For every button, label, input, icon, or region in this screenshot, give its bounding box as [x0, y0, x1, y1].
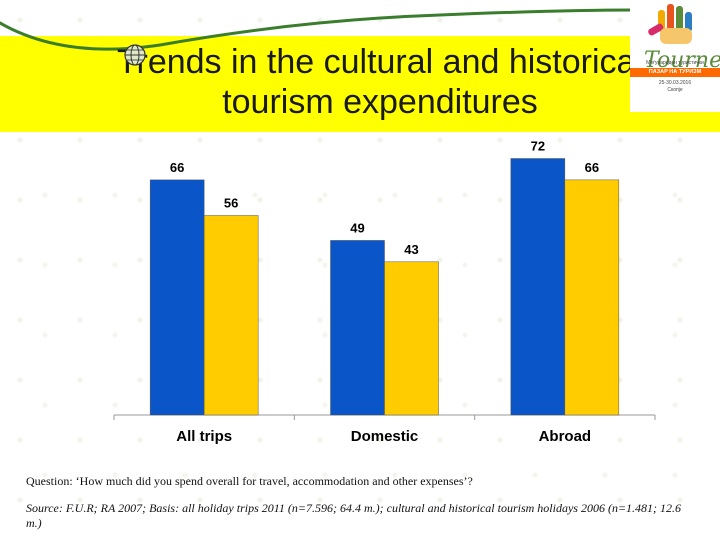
logo-text-line: 25-30.03.2016 [658, 80, 692, 86]
bar-value-label: 66 [585, 160, 599, 175]
logo-text-line: ПАЗАР НА ТУРИЗМ [648, 69, 702, 75]
question-note: Question: ‘How much did you spend overal… [26, 474, 473, 488]
bar-value-label: 56 [224, 196, 238, 211]
logo-text-line: Скопје [667, 87, 683, 93]
bar-value-label: 49 [350, 220, 364, 235]
bar-domestic-s2 [384, 261, 439, 416]
bar-value-label: 72 [531, 139, 545, 154]
bar-abroad-s1 [510, 158, 566, 416]
category-label: All trips [176, 428, 232, 445]
bar-domestic-s1 [330, 240, 385, 416]
category-label: Abroad [539, 428, 592, 445]
logo-accent-band [630, 68, 720, 77]
title-band [0, 36, 720, 132]
bar-value-label: 66 [170, 160, 184, 175]
logo-text-line: Меѓународен туристички [646, 60, 704, 66]
source-note: Source: F.U.R; RA 2007; Basis: all holid… [26, 501, 682, 530]
tournet-logo: Tournet Меѓународен туристички ПАЗАР НА … [630, 0, 720, 112]
bar-all-trips-s2 [203, 215, 259, 416]
slide-title: Trends in the cultural and historical to… [116, 43, 643, 121]
bar-abroad-s2 [564, 179, 620, 416]
decorative-top-line [0, 8, 641, 51]
tournet-hand-logo [648, 4, 692, 44]
globe-icon [124, 44, 146, 66]
bar-value-label: 43 [404, 242, 418, 257]
category-label: Domestic [351, 428, 419, 445]
bar-chart: 66 56 All trips 49 43 Domestic 72 66 Abroad [113, 139, 656, 445]
bar-all-trips-s1 [149, 179, 205, 416]
